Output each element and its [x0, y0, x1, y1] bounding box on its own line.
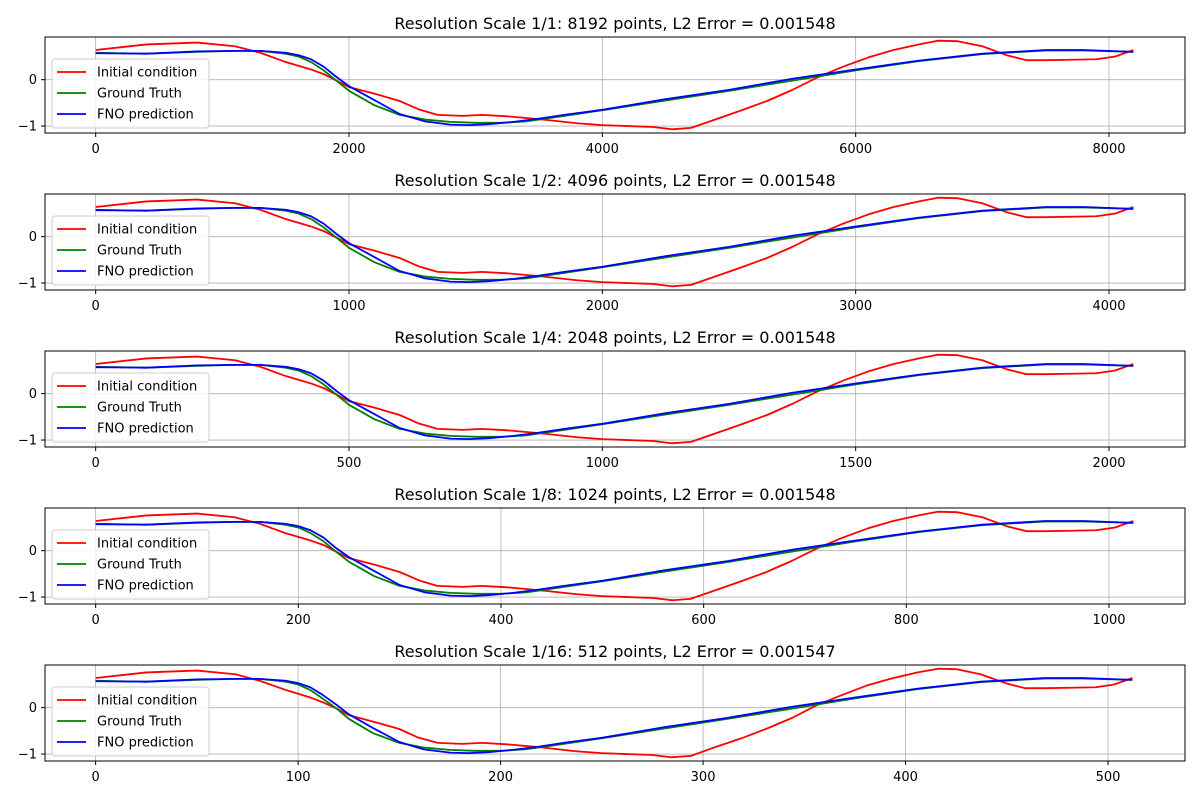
chart-title: Resolution Scale 1/1: 8192 points, L2 Er… — [394, 14, 835, 33]
y-tick-label: 0 — [29, 701, 37, 716]
legend: Initial condition Ground Truth FNO predict… — [51, 372, 210, 443]
x-tick-label: 1000 — [332, 299, 365, 314]
y-tick-label: −1 — [18, 277, 37, 292]
x-tick-label: 1000 — [1092, 613, 1125, 628]
chart-panel-5: Resolution Scale 1/16: 512 points, L2 Er… — [18, 642, 1186, 785]
chart-panel-3: Resolution Scale 1/4: 2048 points, L2 Er… — [18, 328, 1186, 471]
legend-label: Initial condition — [97, 223, 197, 238]
y-tick-label: 0 — [29, 387, 37, 402]
axes-frame — [44, 507, 1186, 605]
y-tick-label: 0 — [29, 230, 37, 245]
series-line-fno-prediction — [95, 520, 1134, 598]
legend-label: Ground Truth — [97, 244, 182, 259]
chart-title: Resolution Scale 1/8: 1024 points, L2 Er… — [394, 485, 835, 504]
legend-label: FNO prediction — [97, 265, 194, 280]
chart-title: Resolution Scale 1/4: 2048 points, L2 Er… — [394, 328, 835, 347]
axes-frame — [44, 664, 1186, 762]
legend-label: FNO prediction — [97, 422, 194, 437]
legend-label: Initial condition — [97, 537, 197, 552]
y-tick-label: −1 — [18, 434, 37, 449]
series-line-ground-truth — [95, 363, 1134, 438]
y-tick-label: −1 — [18, 120, 37, 135]
legend-box — [51, 58, 210, 129]
legend: Initial condition Ground Truth FNO predict… — [51, 686, 210, 757]
series-line-initial-condition — [95, 510, 1134, 602]
legend-label: Ground Truth — [97, 87, 182, 102]
legend: Initial condition Ground Truth FNO predict… — [51, 529, 210, 600]
x-tick-label: 300 — [691, 770, 716, 785]
series-line-ground-truth — [95, 520, 1134, 595]
legend-label: FNO prediction — [97, 579, 194, 594]
series-line-fno-prediction — [95, 206, 1134, 284]
legend-box — [51, 686, 210, 757]
x-tick-label: 6000 — [839, 142, 872, 157]
series-line-fno-prediction — [95, 363, 1134, 441]
x-tick-label: 500 — [337, 456, 362, 471]
x-tick-label: 400 — [893, 770, 918, 785]
legend-label: Ground Truth — [97, 715, 182, 730]
series-line-ground-truth — [95, 206, 1134, 281]
x-tick-label: 2000 — [332, 142, 365, 157]
legend-box — [51, 215, 210, 286]
x-tick-label: 800 — [894, 613, 919, 628]
x-tick-label: 2000 — [586, 299, 619, 314]
series-line-initial-condition — [95, 353, 1134, 445]
x-tick-label: 200 — [286, 613, 311, 628]
y-tick-label: 0 — [29, 73, 37, 88]
legend-box — [51, 372, 210, 443]
x-tick-label: 600 — [691, 613, 716, 628]
x-tick-label: 0 — [91, 770, 99, 785]
x-tick-label: 0 — [92, 456, 100, 471]
legend-label: Ground Truth — [97, 401, 182, 416]
legend: Initial condition Ground Truth FNO predict… — [51, 58, 210, 129]
chart-panel-4: Resolution Scale 1/8: 1024 points, L2 Er… — [18, 485, 1186, 628]
legend: Initial condition Ground Truth FNO predict… — [51, 215, 210, 286]
chart-panel-2: Resolution Scale 1/2: 4096 points, L2 Er… — [18, 171, 1186, 314]
x-tick-label: 2000 — [1092, 456, 1125, 471]
x-tick-label: 4000 — [1092, 299, 1125, 314]
x-tick-label: 1000 — [586, 456, 619, 471]
series-line-initial-condition — [95, 667, 1133, 759]
legend-label: FNO prediction — [97, 108, 194, 123]
x-tick-label: 200 — [488, 770, 513, 785]
x-tick-label: 0 — [92, 613, 100, 628]
series-line-ground-truth — [95, 677, 1133, 752]
x-tick-label: 100 — [286, 770, 311, 785]
chart-title: Resolution Scale 1/16: 512 points, L2 Er… — [394, 642, 835, 661]
x-tick-label: 0 — [92, 142, 100, 157]
series-line-fno-prediction — [95, 677, 1133, 755]
x-tick-label: 400 — [489, 613, 514, 628]
series-line-fno-prediction — [95, 49, 1134, 127]
axes-frame — [44, 36, 1186, 134]
legend-label: Initial condition — [97, 694, 197, 709]
x-tick-label: 500 — [1096, 770, 1121, 785]
legend-label: FNO prediction — [97, 736, 194, 751]
y-tick-label: 0 — [29, 544, 37, 559]
x-tick-label: 4000 — [586, 142, 619, 157]
series-line-ground-truth — [95, 49, 1134, 124]
legend-label: Initial condition — [97, 66, 197, 81]
x-tick-label: 0 — [92, 299, 100, 314]
x-tick-label: 1500 — [839, 456, 872, 471]
x-tick-label: 3000 — [839, 299, 872, 314]
y-tick-label: −1 — [18, 591, 37, 606]
y-tick-label: −1 — [18, 748, 37, 763]
series-line-initial-condition — [95, 39, 1134, 131]
chart-panel-1: Resolution Scale 1/1: 8192 points, L2 Er… — [18, 14, 1186, 157]
legend-label: Ground Truth — [97, 558, 182, 573]
chart-title: Resolution Scale 1/2: 4096 points, L2 Er… — [394, 171, 835, 190]
axes-frame — [44, 193, 1186, 291]
axes-frame — [44, 350, 1186, 448]
series-line-initial-condition — [95, 196, 1134, 288]
legend-box — [51, 529, 210, 600]
legend-label: Initial condition — [97, 380, 197, 395]
x-tick-label: 8000 — [1092, 142, 1125, 157]
